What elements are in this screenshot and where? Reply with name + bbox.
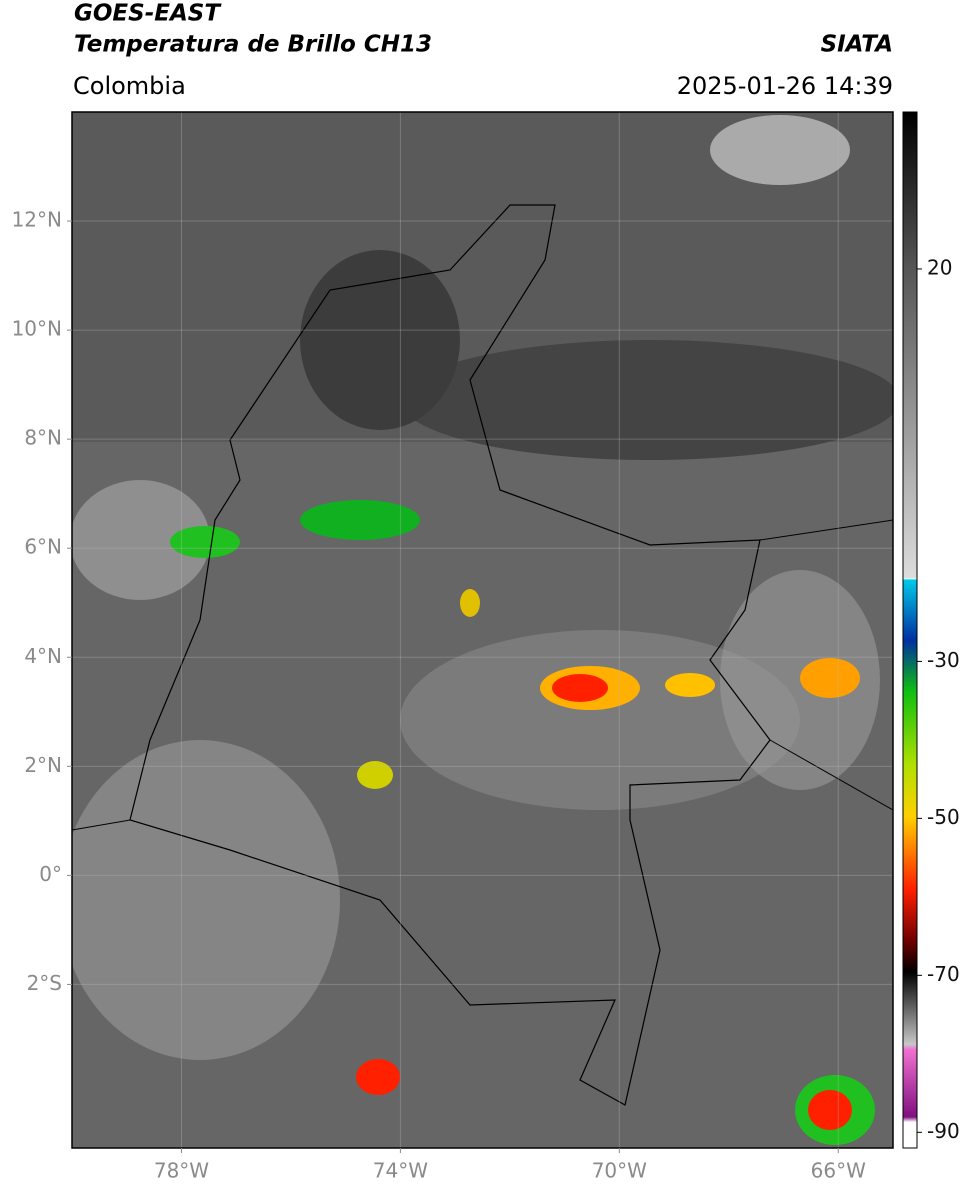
x-tick-label: 66°W [811, 1159, 866, 1183]
y-tick-label: 8°N [24, 426, 62, 450]
x-tick-label: 70°W [592, 1159, 647, 1183]
y-tick-label: 6°N [24, 535, 62, 559]
y-tick-label: 10°N [12, 317, 62, 341]
x-tick-label: 78°W [154, 1159, 209, 1183]
y-tick-label: 4°N [24, 644, 62, 668]
colorbar-tick-label: 20 [927, 255, 952, 279]
map-frame [71, 111, 894, 1149]
colorbar [902, 111, 918, 1149]
timestamp: 2025-01-26 14:39 [677, 72, 893, 100]
y-tick-label: 2°N [24, 753, 62, 777]
y-tick-label: 12°N [12, 208, 62, 232]
y-tick-label: 2°S [27, 971, 62, 995]
colorbar-tick-label: -90 [927, 1119, 960, 1143]
colorbar-tick-label: -50 [927, 805, 960, 829]
colorbar-tick-label: -70 [927, 962, 960, 986]
y-tick-label: 0° [39, 862, 62, 886]
satellite-image [72, 112, 893, 1148]
colorbar-tick-label: -30 [927, 648, 960, 672]
title: GOES-EAST [74, 1, 222, 27]
region: Colombia [73, 72, 186, 100]
x-tick-label: 74°W [373, 1159, 428, 1183]
source: SIATA [821, 32, 893, 58]
subtitle: Temperatura de Brillo CH13 [74, 32, 432, 58]
graticule [72, 112, 893, 1148]
